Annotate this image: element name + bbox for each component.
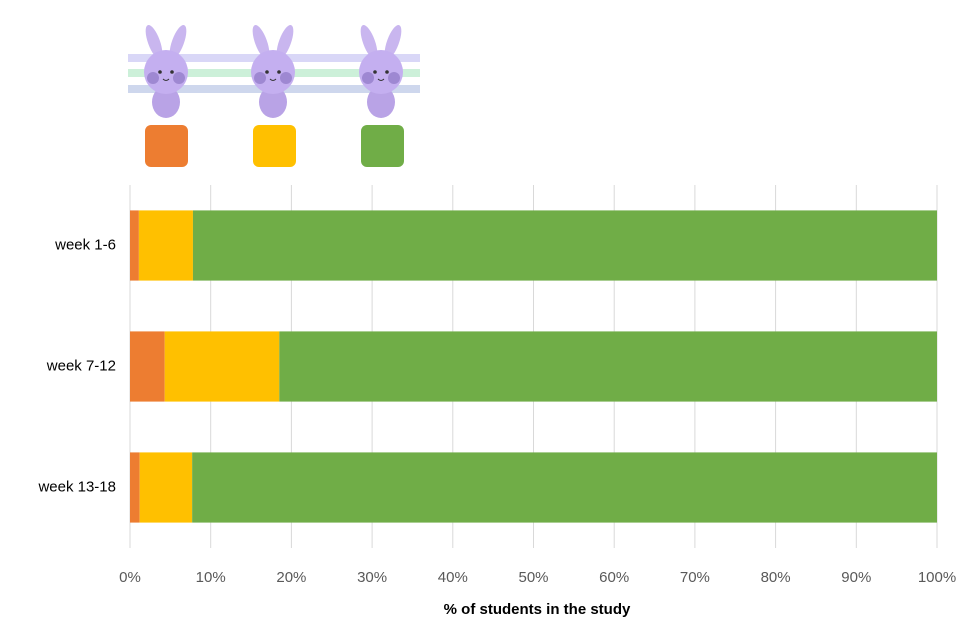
x-tick-label: 100% [918,569,956,586]
bar-segment [130,210,139,281]
y-tick-label: week 7-12 [46,357,116,374]
x-tick-label: 60% [599,569,629,586]
x-tick-label: 0% [119,569,141,586]
bar-segment [130,331,165,402]
x-tick-label: 40% [438,569,468,586]
y-tick-label: week 13-18 [37,478,116,495]
bar-segment [139,452,193,523]
bar-segment [279,331,937,402]
x-tick-label: 70% [680,569,710,586]
bar-segment [164,331,280,402]
x-tick-label: 20% [276,569,306,586]
x-tick-label: 90% [841,569,871,586]
y-tick-label: week 1-6 [54,236,116,253]
bar-segment [138,210,193,281]
bar-segment [192,210,938,281]
bar-segment [130,452,140,523]
legend-swatch [253,125,296,167]
x-tick-label: 10% [196,569,226,586]
x-axis-title: % of students in the study [444,601,631,618]
legend [145,125,404,167]
legend-decoration [128,22,420,119]
bar-segment [192,452,937,523]
legend-swatch [145,125,188,167]
x-tick-label: 30% [357,569,387,586]
legend-swatch [361,125,404,167]
x-tick-label: 80% [761,569,791,586]
x-tick-label: 50% [518,569,548,586]
